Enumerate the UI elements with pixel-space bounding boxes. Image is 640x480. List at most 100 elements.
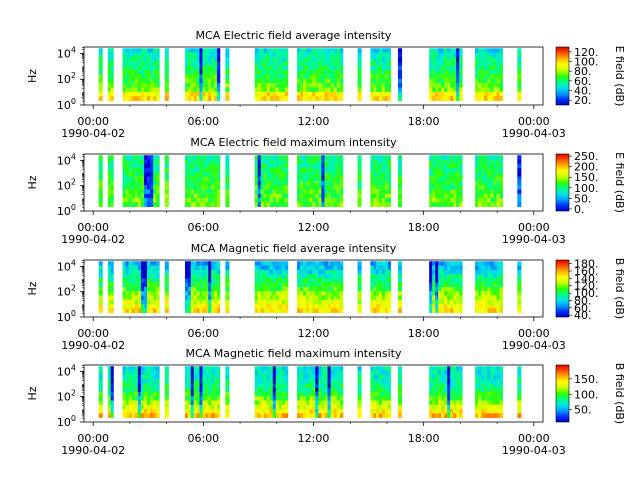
spectrogram-segment bbox=[184, 48, 221, 101]
y-axis-label: Hz bbox=[26, 281, 39, 295]
date-start-label: 1990-04-02 bbox=[61, 233, 125, 246]
colorbar-tick-label: 50. bbox=[574, 404, 592, 417]
spectrogram-segment bbox=[475, 48, 504, 101]
date-end-label: 1990-04-03 bbox=[502, 444, 566, 457]
colorbar-tick-label: 120. bbox=[574, 46, 599, 59]
spectrogram-segment bbox=[397, 261, 403, 313]
spectrogram-segment bbox=[296, 366, 344, 418]
date-start-label: 1990-04-02 bbox=[61, 339, 125, 352]
date-end-label: 1990-04-03 bbox=[502, 339, 566, 352]
colorbar-tick-label: 100. bbox=[574, 287, 599, 300]
colorbar-tick-label: 60. bbox=[574, 75, 592, 88]
spectrogram-segment bbox=[517, 366, 522, 418]
x-tick-label: 06:00 bbox=[187, 221, 219, 234]
spectrogram-segment bbox=[397, 48, 403, 101]
spectrogram-segment bbox=[397, 155, 403, 207]
colorbar-tick-label: 80. bbox=[574, 294, 592, 307]
y-tick-label: 104 bbox=[57, 45, 76, 60]
colorbar-tick-label: 250. bbox=[574, 150, 599, 163]
colorbar-tick-label: 100. bbox=[574, 182, 599, 195]
spectrogram-segment bbox=[122, 155, 160, 207]
colorbar-tick-label: 100. bbox=[574, 56, 599, 69]
chart-panel-4: MCA Magnetic field maximum intensity Hz 10… bbox=[26, 347, 626, 457]
colorbar-tick-label: 60. bbox=[574, 302, 592, 315]
colorbar-tick-label: 150. bbox=[574, 373, 599, 386]
spectrogram-segment bbox=[184, 155, 221, 207]
colorbar-tick-label: 140. bbox=[574, 272, 599, 285]
spectrogram-segment bbox=[225, 366, 230, 418]
y-axis-label: Hz bbox=[26, 69, 39, 83]
colorbar-tick-label: 40. bbox=[574, 85, 592, 98]
y-tick-label: 104 bbox=[57, 152, 76, 167]
x-tick-label: 00:00 bbox=[77, 115, 109, 128]
x-tick-label: 00:00 bbox=[77, 432, 109, 445]
x-tick-label: 18:00 bbox=[408, 327, 440, 340]
colorbar-tick-label: 20. bbox=[574, 94, 592, 107]
x-tick-label: 00:00 bbox=[77, 221, 109, 234]
x-tick-label: 12:00 bbox=[298, 327, 330, 340]
colorbar-label: B field (dB) bbox=[613, 363, 626, 424]
spectrogram-segment bbox=[184, 261, 221, 313]
spectrogram-segment bbox=[164, 48, 169, 101]
x-tick-label: 18:00 bbox=[408, 115, 440, 128]
spectrogram-segment bbox=[357, 155, 362, 207]
spectrogram-segment bbox=[122, 366, 160, 418]
x-tick-label: 00:00 bbox=[518, 432, 550, 445]
x-tick-label: 00:00 bbox=[518, 327, 550, 340]
y-tick-label: 104 bbox=[57, 363, 76, 378]
colorbar bbox=[555, 364, 570, 423]
spectrogram-segment bbox=[296, 155, 344, 207]
date-start-label: 1990-04-02 bbox=[61, 444, 125, 457]
colorbar-tick-label: 50. bbox=[574, 192, 592, 205]
spectrogram-segment bbox=[98, 48, 103, 101]
date-start-label: 1990-04-02 bbox=[61, 127, 125, 140]
colorbar-tick-label: 80. bbox=[574, 65, 592, 78]
y-tick-label: 100 bbox=[57, 414, 76, 429]
spectrogram-segment bbox=[357, 366, 362, 418]
y-tick-label: 102 bbox=[57, 284, 76, 299]
chart-title: MCA Electric field average intensity bbox=[196, 29, 392, 42]
spectrogram-segment bbox=[370, 155, 392, 207]
spectrogram-segment bbox=[164, 155, 169, 207]
y-tick-label: 102 bbox=[57, 178, 76, 193]
chart-panel-2: MCA Electric field maximum intensity Hz 10… bbox=[26, 136, 626, 246]
spectrogram-segment bbox=[254, 48, 289, 101]
spectrogram-segment bbox=[107, 366, 114, 418]
spectrogram-segment bbox=[429, 155, 463, 207]
colorbar-tick-label: 200. bbox=[574, 161, 599, 174]
x-tick-label: 06:00 bbox=[187, 115, 219, 128]
colorbar-label: B field (dB) bbox=[613, 258, 626, 319]
colorbar-tick-label: 100. bbox=[574, 388, 599, 401]
date-end-label: 1990-04-03 bbox=[502, 127, 566, 140]
spectrogram-segment bbox=[107, 261, 114, 313]
x-tick-label: 06:00 bbox=[187, 432, 219, 445]
x-tick-label: 12:00 bbox=[298, 432, 330, 445]
y-axis-label: Hz bbox=[26, 175, 39, 189]
spectrogram-segment bbox=[122, 48, 160, 101]
spectrogram-segment bbox=[517, 48, 522, 101]
spectrogram-segment bbox=[296, 261, 344, 313]
spectrogram-segment bbox=[429, 366, 463, 418]
spectrogram-segment bbox=[184, 366, 221, 418]
chart-panel-3: MCA Magnetic field average intensity Hz 10… bbox=[26, 242, 626, 352]
colorbar-tick-label: 40. bbox=[574, 309, 592, 322]
spectrogram-segment bbox=[475, 366, 504, 418]
x-tick-label: 00:00 bbox=[518, 115, 550, 128]
spectrogram-segment bbox=[429, 261, 463, 313]
date-end-label: 1990-04-03 bbox=[502, 233, 566, 246]
x-tick-label: 00:00 bbox=[77, 327, 109, 340]
spectrogram-segment bbox=[517, 261, 522, 313]
spectrogram-segment bbox=[357, 261, 362, 313]
colorbar bbox=[555, 46, 570, 106]
colorbar-label: E field (dB) bbox=[613, 152, 626, 213]
x-tick-label: 12:00 bbox=[298, 221, 330, 234]
y-tick-label: 104 bbox=[57, 258, 76, 273]
spectrogram-segment bbox=[357, 48, 362, 101]
spectrogram-segment bbox=[98, 155, 103, 207]
spectrogram-segment bbox=[296, 48, 344, 101]
spectrogram-segment bbox=[254, 261, 289, 313]
y-tick-label: 102 bbox=[57, 389, 76, 404]
y-tick-label: 102 bbox=[57, 71, 76, 86]
colorbar-tick-label: 150. bbox=[574, 171, 599, 184]
spectrogram-segment bbox=[98, 366, 103, 418]
